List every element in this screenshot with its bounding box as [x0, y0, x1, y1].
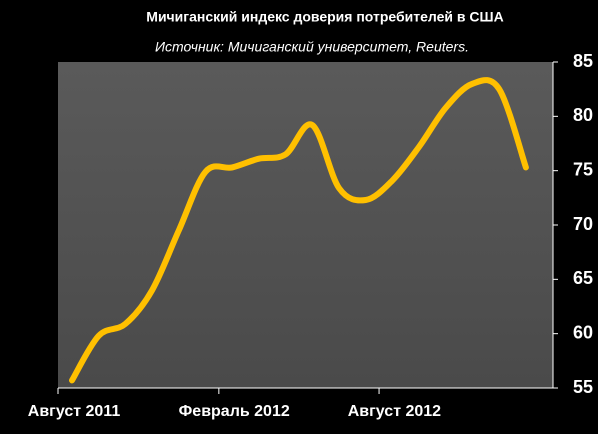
y-tick-label: 60 — [573, 322, 593, 342]
plot-area — [58, 62, 553, 388]
y-tick-label: 70 — [573, 214, 593, 234]
y-tick-label: 55 — [573, 377, 593, 397]
x-tick-label: Август 2012 — [348, 403, 441, 420]
chart-title: Мичиганский индекс доверия потребителей … — [146, 9, 503, 25]
x-tick-label: Февраль 2012 — [179, 403, 290, 420]
chart-subtitle: Источник: Мичиганский университет, Reute… — [155, 39, 469, 55]
y-tick-label: 65 — [573, 268, 593, 288]
x-tick-label: Август 2011 — [28, 403, 121, 420]
y-tick-label: 75 — [573, 159, 593, 179]
line — [69, 77, 529, 384]
y-tick-label: 85 — [573, 51, 593, 71]
y-tick-label: 80 — [573, 105, 593, 125]
